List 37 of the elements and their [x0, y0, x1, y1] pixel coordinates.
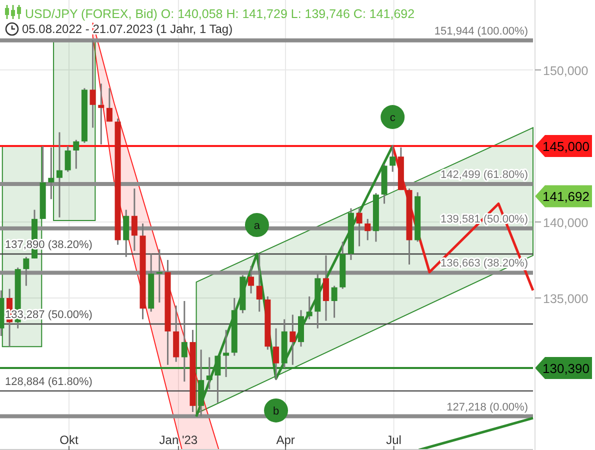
annotation: c [390, 112, 396, 124]
candlestick [98, 82, 104, 146]
candlestick [23, 256, 30, 287]
ref-line-label: 128,884 (61.80%) [5, 376, 92, 388]
candlestick [290, 314, 296, 366]
x-tick-label: Jan '23 [159, 433, 198, 447]
x-tick-label: Apr [276, 433, 295, 447]
text: USD/JPY (FOREX, Bid) O: 140,058 H: 141,729 L: 139,746 C: 141,692 [25, 7, 415, 21]
candlestick [273, 328, 280, 381]
candlestick [73, 139, 80, 170]
ref-line-label: 130,390 [542, 361, 590, 376]
text: 141,692 [542, 189, 590, 204]
candlestick [364, 218, 371, 241]
candlestick [156, 248, 162, 304]
annotation: a [254, 220, 261, 232]
candlestick [106, 87, 112, 122]
y-tick-label: 150,000 [543, 64, 588, 78]
ref-line-label: 151,944 (100.00%) [434, 25, 528, 38]
x-tick-label: Okt [60, 433, 80, 447]
candlestick [131, 188, 138, 252]
ref-line-label: 142,499 (61.80%) [440, 168, 528, 181]
y-tick-label: 135,000 [543, 292, 588, 306]
candlestick [256, 253, 262, 312]
y-tick-label: 140,000 [543, 216, 588, 230]
candlestick [356, 208, 362, 248]
candlestick [56, 132, 62, 218]
candlestick [90, 40, 96, 128]
candlestick [322, 254, 329, 322]
ref-line-label: 127,218 (0.00%) [446, 401, 528, 414]
annotation: b [272, 405, 280, 418]
candlestick [306, 296, 312, 320]
ref-line-label: 145,000 [542, 138, 590, 154]
candlestick [331, 285, 338, 318]
candlestick [48, 146, 54, 200]
x-tick-label: Jul [386, 433, 402, 447]
candlestick [248, 265, 254, 294]
candlestick [64, 145, 71, 173]
